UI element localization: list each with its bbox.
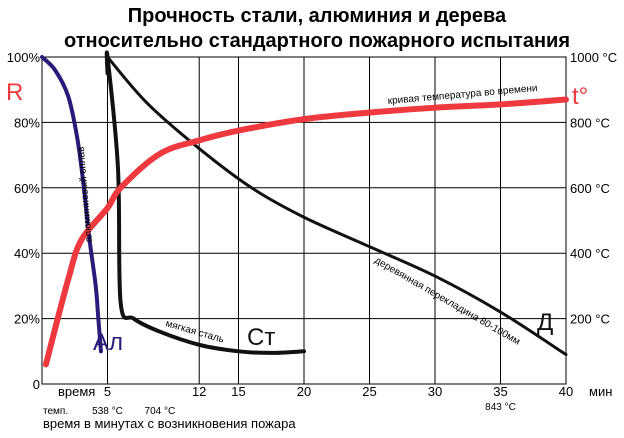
left-axis-ticks: 0 20% 40% 60% 80% 100% (7, 50, 41, 392)
series-line-2 (106, 55, 568, 357)
x-axis-word: время (58, 384, 95, 399)
right-tick-label: 400 °C (570, 246, 610, 261)
series-line-0 (40, 55, 103, 354)
right-axis-label: t° (572, 83, 588, 110)
x-tick-label: 12 (192, 384, 206, 399)
left-tick-label: 40% (14, 246, 40, 261)
right-tick-label: 600 °C (570, 181, 610, 196)
left-axis-label: R (6, 79, 23, 106)
temperature-value: 704 °C (145, 406, 176, 417)
left-tick-label: 20% (14, 312, 40, 327)
series-short-label-wood: Д (537, 309, 553, 336)
right-tick-label: 800 °C (570, 115, 610, 130)
temperature-value: 843 °C (485, 402, 516, 413)
left-tick-label: 60% (14, 181, 40, 196)
series-line-3 (42, 96, 569, 368)
temperature-value: 538 °C (92, 406, 123, 417)
x-axis-unit: мин (589, 384, 612, 399)
chart-title-line-2: относительно стандартного пожарного испы… (64, 30, 570, 52)
series-label-steel: мягкая сталь (164, 318, 225, 345)
series-group (40, 50, 569, 368)
left-tick-label: 100% (7, 50, 41, 65)
right-tick-label: 200 °C (570, 312, 610, 327)
x-tick-label: 5 (104, 384, 111, 399)
series-label-aluminium: алюминиевый сплав (76, 146, 95, 243)
series-short-label-steel: Ст (247, 324, 275, 351)
series-short-label-aluminium: Ал (93, 329, 123, 356)
x-tick-label: 30 (428, 384, 442, 399)
x-tick-label: 40 (559, 384, 573, 399)
series-line-1 (104, 50, 306, 355)
temperature-row-label: темп. (43, 406, 68, 417)
x-tick-label: 15 (231, 384, 245, 399)
x-axis-ticks: 5 12 15 20 25 30 35 40 (104, 384, 573, 399)
right-tick-label: 1000 °C (570, 50, 617, 65)
series-label-wood: деревянная перекладина 80-100мм (373, 255, 522, 348)
temperature-row: 538 °C 704 °C 843 °C (92, 402, 516, 417)
chart-title-line-1: Прочность стали, алюминия и дерева (128, 5, 507, 27)
right-axis-ticks: 200 °C 400 °C 600 °C 800 °C 1000 °C (570, 50, 617, 327)
x-axis-caption: время в минутах с возникновения пожара (43, 416, 296, 431)
left-tick-label: 80% (14, 115, 40, 130)
left-tick-label: 0 (33, 377, 40, 392)
x-tick-label: 35 (493, 384, 507, 399)
x-tick-label: 20 (297, 384, 311, 399)
x-tick-label: 25 (362, 384, 376, 399)
